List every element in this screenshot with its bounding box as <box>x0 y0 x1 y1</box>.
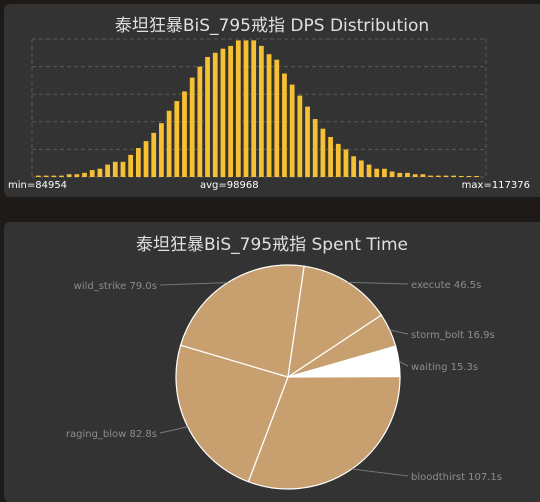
histogram-bar <box>343 149 349 177</box>
histogram-bar <box>466 176 472 177</box>
pie-leader-line <box>159 282 228 286</box>
histogram-bar <box>89 170 95 177</box>
histogram-bar <box>235 40 241 177</box>
histogram-bar <box>159 123 164 177</box>
histogram-bar <box>443 175 449 177</box>
pie-slice <box>179 264 305 378</box>
histogram-bar <box>128 154 134 177</box>
histogram-bar <box>297 95 303 177</box>
histogram-bar <box>428 175 433 177</box>
histogram-bar <box>97 168 103 177</box>
histogram-bar <box>66 174 72 177</box>
pie-slice <box>287 265 383 379</box>
histogram-bar <box>382 168 387 177</box>
histogram-bar <box>435 175 441 177</box>
dps-distribution-panel: 泰坦狂暴BiS_795戒指 DPS Distribution min=84954… <box>4 4 540 197</box>
pie-slice <box>247 376 401 490</box>
spent-time-panel: 泰坦狂暴BiS_795戒指 Spent Time waiting 15.3s bl… <box>4 222 540 502</box>
histogram-bar <box>135 148 141 177</box>
histogram-bar <box>36 175 41 177</box>
histogram-bar <box>220 48 226 177</box>
histogram-bar <box>120 161 126 177</box>
histogram-bar <box>105 164 110 177</box>
histogram-bar <box>82 172 87 177</box>
histogram-bar <box>420 174 426 177</box>
histogram-bar <box>374 168 380 177</box>
pie-leader-line <box>347 281 409 285</box>
min-dps-label: min=84954 <box>8 180 68 191</box>
pie-leader-line <box>159 426 188 434</box>
histogram-bar <box>405 172 410 177</box>
pie-slice-label: raging_blow 82.8s <box>66 429 157 440</box>
histogram-bar <box>112 161 118 177</box>
histogram-bar <box>389 171 395 177</box>
histogram-bar <box>412 174 418 177</box>
histogram-bar <box>166 110 172 177</box>
pie-slice-label: wild_strike 79.0s <box>74 281 157 292</box>
histogram-bar <box>351 156 357 177</box>
histogram-bar <box>266 54 272 177</box>
histogram-bar <box>259 45 264 178</box>
histogram-bar <box>51 175 57 177</box>
avg-dps-label: avg=98968 <box>200 180 259 191</box>
histogram-bar <box>358 160 364 177</box>
histogram-bar <box>43 175 49 177</box>
pie-slices <box>175 264 401 490</box>
pie-slice <box>175 344 289 483</box>
histogram-bar <box>182 91 187 177</box>
histogram-bar <box>274 59 280 178</box>
histogram-bar <box>205 56 210 177</box>
histogram-bars <box>36 40 480 178</box>
histogram-bar <box>228 45 234 178</box>
histogram-bar <box>197 66 203 177</box>
max-dps-label: max=117376 <box>461 180 530 191</box>
dps-distribution-chart <box>31 38 487 178</box>
histogram-bar <box>305 106 310 177</box>
histogram-bar <box>397 172 403 177</box>
pie-slice-label: waiting 15.3s <box>411 362 478 373</box>
histogram-bar <box>474 176 480 177</box>
histogram-bar <box>59 175 64 177</box>
pie-slice-label: execute 46.5s <box>411 280 481 291</box>
histogram-bar <box>74 174 80 177</box>
histogram-bar <box>320 128 326 177</box>
pie-slice-label: storm_bolt 16.9s <box>411 330 495 341</box>
histogram-bar <box>212 52 218 177</box>
pie-leader-line <box>389 329 409 335</box>
histogram-bar <box>451 175 457 177</box>
spent-time-title: 泰坦狂暴BiS_795戒指 Spent Time <box>135 235 409 255</box>
pie-slice-label: bloodthirst 107.1s <box>411 472 502 483</box>
pie-labels: waiting 15.3s bloodthirst 107.1s raging_bl… <box>66 280 502 483</box>
histogram-bar <box>251 40 257 177</box>
histogram-bar <box>143 141 149 177</box>
spent-time-chart: waiting 15.3s bloodthirst 107.1s raging_bl… <box>66 264 502 490</box>
histogram-bar <box>243 40 249 177</box>
pie-leader-line <box>398 360 409 367</box>
histogram-bar <box>174 101 180 177</box>
histogram-bar <box>458 176 464 177</box>
histogram-bar <box>366 164 372 177</box>
histogram-bar <box>151 132 157 177</box>
dps-distribution-title: 泰坦狂暴BiS_795戒指 DPS Distribution <box>114 16 430 36</box>
histogram-bar <box>289 84 295 177</box>
histogram-bar <box>312 119 318 177</box>
histogram-bar <box>328 136 333 177</box>
histogram-bar <box>282 73 287 177</box>
histogram-bar <box>335 143 341 177</box>
pie-leader-line <box>351 468 409 477</box>
histogram-bar <box>189 77 195 177</box>
